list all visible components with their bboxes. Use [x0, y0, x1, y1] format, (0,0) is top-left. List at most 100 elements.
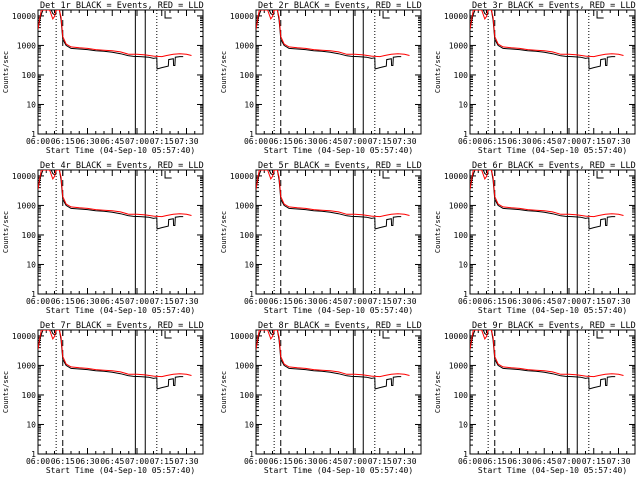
- x-tick-label: 06:15: [269, 457, 293, 466]
- panel-det-4: Det 4r BLACK = Events, RED = LLD 1 10 100 10…: [2, 161, 204, 315]
- flag-bracket: [164, 11, 172, 19]
- y-tick-label: 10000: [12, 12, 36, 21]
- y-tick-label: 10: [244, 100, 254, 109]
- x-tick-label: 06:00: [26, 457, 50, 466]
- x-tick-label: 06:30: [75, 297, 99, 306]
- x-tick-label: 07:30: [606, 137, 630, 146]
- x-tick-label: 06:30: [507, 137, 531, 146]
- x-tick-label: 07:00: [125, 137, 149, 146]
- flag-bracket: [596, 11, 604, 19]
- y-tick-label: 1000: [235, 201, 254, 210]
- x-tick-label: 06:45: [318, 457, 342, 466]
- x-tick-label: 06:30: [293, 297, 317, 306]
- panel-det-3: Det 3r BLACK = Events, RED = LLD 1 10 100 10…: [434, 1, 636, 155]
- x-tick-label: 07:15: [368, 137, 392, 146]
- y-tick-label: 100: [240, 391, 255, 400]
- events-series: [470, 330, 616, 390]
- y-tick-label: 1: [31, 450, 36, 459]
- y-tick-label: 1000: [235, 361, 254, 370]
- x-tick-label: 06:15: [269, 137, 293, 146]
- x-tick-label: 06:45: [100, 297, 124, 306]
- x-axis-label: Start Time (04-Sep-10 05:57:40): [46, 466, 195, 475]
- panel-title: Det 4r BLACK = Events, RED = LLD: [40, 161, 204, 171]
- y-tick-label: 1000: [449, 201, 468, 210]
- x-tick-label: 06:45: [100, 457, 124, 466]
- panel-title: Det 9r BLACK = Events, RED = LLD: [472, 321, 636, 331]
- y-axis-label: Counts/sec: [220, 371, 228, 413]
- x-tick-label: 07:15: [368, 297, 392, 306]
- flag-bracket: [596, 171, 604, 179]
- x-tick-label: 07:00: [557, 137, 581, 146]
- x-axis-label: Start Time (04-Sep-10 05:57:40): [264, 306, 413, 315]
- x-tick-label: 07:15: [150, 297, 174, 306]
- flag-bracket: [382, 11, 390, 19]
- x-tick-label: 06:30: [75, 137, 99, 146]
- x-axis-label: Start Time (04-Sep-10 05:57:40): [46, 146, 195, 155]
- panel-title: Det 5r BLACK = Events, RED = LLD: [258, 161, 422, 171]
- x-tick-label: 07:00: [125, 457, 149, 466]
- x-tick-label: 06:45: [318, 137, 342, 146]
- panel-title: Det 7r BLACK = Events, RED = LLD: [40, 321, 204, 331]
- lld-series: [470, 170, 624, 218]
- y-tick-label: 10: [458, 260, 468, 269]
- x-tick-label: 07:15: [150, 457, 174, 466]
- y-tick-label: 100: [454, 71, 469, 80]
- x-tick-label: 06:30: [293, 137, 317, 146]
- panel-title: Det 8r BLACK = Events, RED = LLD: [258, 321, 422, 331]
- flag-bracket: [164, 331, 172, 339]
- x-tick-label: 06:30: [75, 457, 99, 466]
- panel-det-7: Det 7r BLACK = Events, RED = LLD 1 10 100 10…: [2, 321, 204, 475]
- x-tick-label: 06:00: [244, 457, 268, 466]
- y-tick-label: 1: [463, 130, 468, 139]
- lld-series: [38, 10, 192, 58]
- y-tick-label: 10000: [230, 172, 254, 181]
- x-tick-label: 06:30: [507, 297, 531, 306]
- events-series: [38, 10, 184, 70]
- y-tick-label: 10000: [444, 172, 468, 181]
- panel-title: Det 3r BLACK = Events, RED = LLD: [472, 1, 636, 11]
- x-tick-label: 06:45: [532, 297, 556, 306]
- x-tick-label: 07:00: [343, 457, 367, 466]
- y-axis-label: Counts/sec: [2, 371, 10, 413]
- x-tick-label: 06:00: [458, 137, 482, 146]
- y-tick-label: 10: [26, 260, 36, 269]
- x-tick-label: 07:00: [557, 457, 581, 466]
- y-axis-label: Counts/sec: [434, 51, 442, 93]
- x-axis-label: Start Time (04-Sep-10 05:57:40): [264, 146, 413, 155]
- x-tick-label: 07:15: [582, 297, 606, 306]
- y-axis-label: Counts/sec: [220, 51, 228, 93]
- x-tick-label: 06:45: [532, 137, 556, 146]
- x-tick-label: 07:30: [392, 137, 416, 146]
- x-tick-label: 07:30: [174, 457, 198, 466]
- panel-det-8: Det 8r BLACK = Events, RED = LLD 1 10 100 10…: [220, 321, 422, 475]
- panel-title: Det 2r BLACK = Events, RED = LLD: [258, 1, 422, 11]
- events-series: [256, 170, 402, 230]
- y-tick-label: 100: [454, 231, 469, 240]
- y-axis-label: Counts/sec: [434, 211, 442, 253]
- x-tick-label: 07:30: [392, 457, 416, 466]
- y-tick-label: 10: [458, 420, 468, 429]
- y-tick-label: 1: [463, 290, 468, 299]
- x-axis-label: Start Time (04-Sep-10 05:57:40): [478, 146, 627, 155]
- x-tick-label: 06:00: [26, 137, 50, 146]
- events-series: [470, 10, 616, 70]
- y-tick-label: 1000: [17, 201, 36, 210]
- panel-det-1: Det 1r BLACK = Events, RED = LLD 1 10 100 10…: [2, 1, 204, 155]
- x-tick-label: 07:15: [582, 457, 606, 466]
- lld-series: [256, 170, 410, 218]
- x-tick-label: 07:00: [557, 297, 581, 306]
- x-tick-label: 06:15: [269, 297, 293, 306]
- x-tick-label: 06:15: [483, 137, 507, 146]
- y-tick-label: 1000: [17, 361, 36, 370]
- lld-series: [470, 10, 624, 58]
- flag-bracket: [382, 331, 390, 339]
- x-axis-label: Start Time (04-Sep-10 05:57:40): [264, 466, 413, 475]
- y-tick-label: 10000: [444, 12, 468, 21]
- y-axis-label: Counts/sec: [434, 371, 442, 413]
- y-axis-label: Counts/sec: [220, 211, 228, 253]
- y-tick-label: 1000: [449, 361, 468, 370]
- y-tick-label: 1: [31, 290, 36, 299]
- x-tick-label: 06:15: [51, 297, 75, 306]
- y-tick-label: 1: [249, 130, 254, 139]
